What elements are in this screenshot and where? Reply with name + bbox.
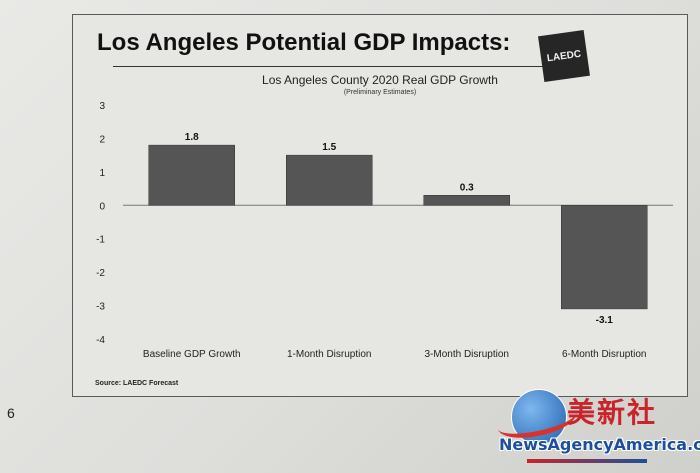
category-label: 1-Month Disruption [287, 349, 371, 360]
chart-title: Los Angeles County 2020 Real GDP Growth [262, 73, 498, 87]
watermark-url: NewsAgencyAmerica.com [499, 435, 700, 454]
bar [423, 195, 510, 206]
data-label: 0.3 [460, 182, 474, 193]
category-label: Baseline GDP Growth [143, 349, 241, 360]
slide-title: Los Angeles Potential GDP Impacts: [97, 29, 511, 56]
bar [286, 154, 373, 206]
bar-chart: 3 2 1 0 -1 -2 -3 -4 1.8 Baseline GDP Growth 1.5 1-M… [96, 101, 673, 360]
title-divider [113, 66, 553, 67]
y-tick-label: 1 [99, 168, 105, 179]
category-label: 3-Month Disruption [425, 349, 509, 360]
data-label: 1.5 [322, 142, 336, 153]
bar [148, 144, 235, 206]
category-label: 6-Month Disruption [562, 349, 646, 360]
y-tick-label: 3 [99, 101, 105, 112]
y-tick-label: -2 [96, 268, 105, 279]
y-tick-label: -4 [96, 335, 105, 346]
data-label: -3.1 [596, 315, 614, 326]
globe-icon [511, 389, 567, 445]
watermark: 美新社 NewsAgencyAmerica.com [494, 385, 700, 470]
data-label: 1.8 [185, 132, 199, 143]
watermark-chinese-text: 美新社 [567, 396, 658, 429]
y-tick-label: 2 [99, 134, 105, 145]
y-tick-label: 0 [99, 201, 105, 212]
watermark-stripe [527, 459, 647, 463]
page-number: 6 [7, 405, 15, 421]
y-tick-label: -1 [96, 235, 105, 246]
source-note: Source: LAEDC Forecast [95, 380, 179, 387]
chart-subtitle: (Preliminary Estimates) [343, 89, 417, 96]
y-tick-label: -3 [96, 302, 105, 313]
slide: Los Angeles Potential GDP Impacts: LAEDC… [72, 14, 688, 397]
bar [561, 205, 648, 310]
